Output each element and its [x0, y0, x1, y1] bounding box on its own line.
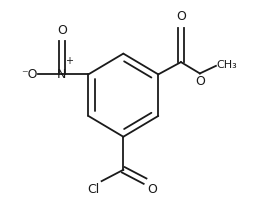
Text: N: N [57, 68, 67, 81]
Text: O: O [195, 75, 205, 88]
Text: Cl: Cl [87, 183, 100, 196]
Text: O: O [147, 183, 157, 196]
Text: O: O [176, 10, 186, 23]
Text: ⁻O: ⁻O [21, 68, 37, 81]
Text: CH₃: CH₃ [217, 60, 238, 70]
Text: +: + [66, 56, 74, 66]
Text: O: O [57, 24, 67, 37]
